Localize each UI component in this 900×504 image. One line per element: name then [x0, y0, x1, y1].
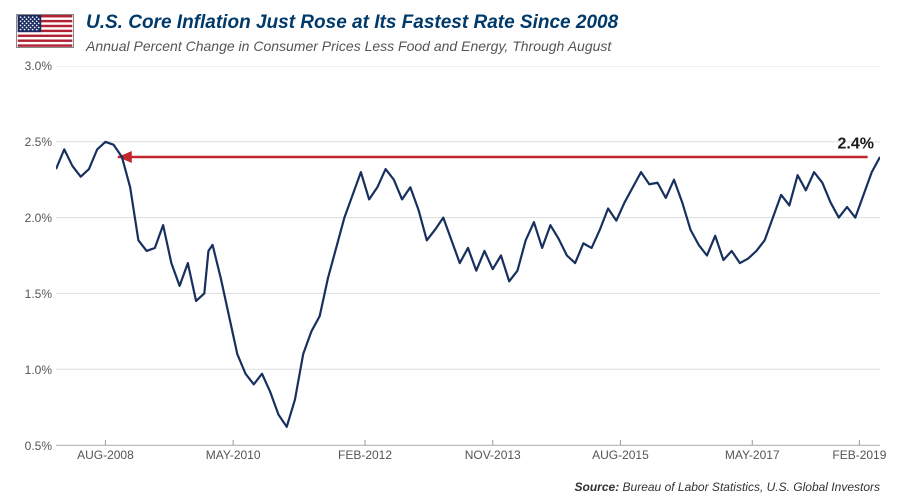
- source-label: Source:: [575, 480, 620, 494]
- source-text: Bureau of Labor Statistics, U.S. Global …: [619, 480, 880, 494]
- chart-area: 0.5%1.0%1.5%2.0%2.5%3.0% 2.4% AUG-2008MA…: [56, 66, 880, 446]
- y-tick-label: 2.5%: [12, 135, 52, 149]
- annotation-value-label: 2.4%: [838, 135, 874, 153]
- x-tick-label: MAY-2010: [206, 448, 261, 462]
- plot-area: 2.4%: [56, 66, 880, 446]
- source-line: Source: Bureau of Labor Statistics, U.S.…: [575, 480, 880, 494]
- x-tick-label: FEB-2019: [832, 448, 886, 462]
- y-tick-label: 0.5%: [12, 439, 52, 453]
- y-tick-label: 1.0%: [12, 363, 52, 377]
- y-axis: 0.5%1.0%1.5%2.0%2.5%3.0%: [12, 66, 52, 446]
- chart-header: U.S. Core Inflation Just Rose at Its Fas…: [0, 0, 900, 62]
- y-tick-label: 2.0%: [12, 211, 52, 225]
- x-tick-label: AUG-2015: [592, 448, 649, 462]
- us-flag-icon: [16, 14, 74, 48]
- title-block: U.S. Core Inflation Just Rose at Its Fas…: [86, 12, 884, 56]
- y-tick-label: 3.0%: [12, 59, 52, 73]
- x-tick-label: FEB-2012: [338, 448, 392, 462]
- chart-subtitle: Annual Percent Change in Consumer Prices…: [86, 37, 884, 56]
- x-tick-label: AUG-2008: [77, 448, 134, 462]
- x-axis: AUG-2008 MAY-2010 FEB-2012 NOV-2013 AUG-2015…: [56, 448, 880, 468]
- chart-title: U.S. Core Inflation Just Rose at Its Fas…: [86, 12, 884, 35]
- x-tick-label: MAY-2017: [725, 448, 780, 462]
- x-tick-label: NOV-2013: [465, 448, 521, 462]
- chart-svg: [56, 66, 880, 445]
- y-tick-label: 1.5%: [12, 287, 52, 301]
